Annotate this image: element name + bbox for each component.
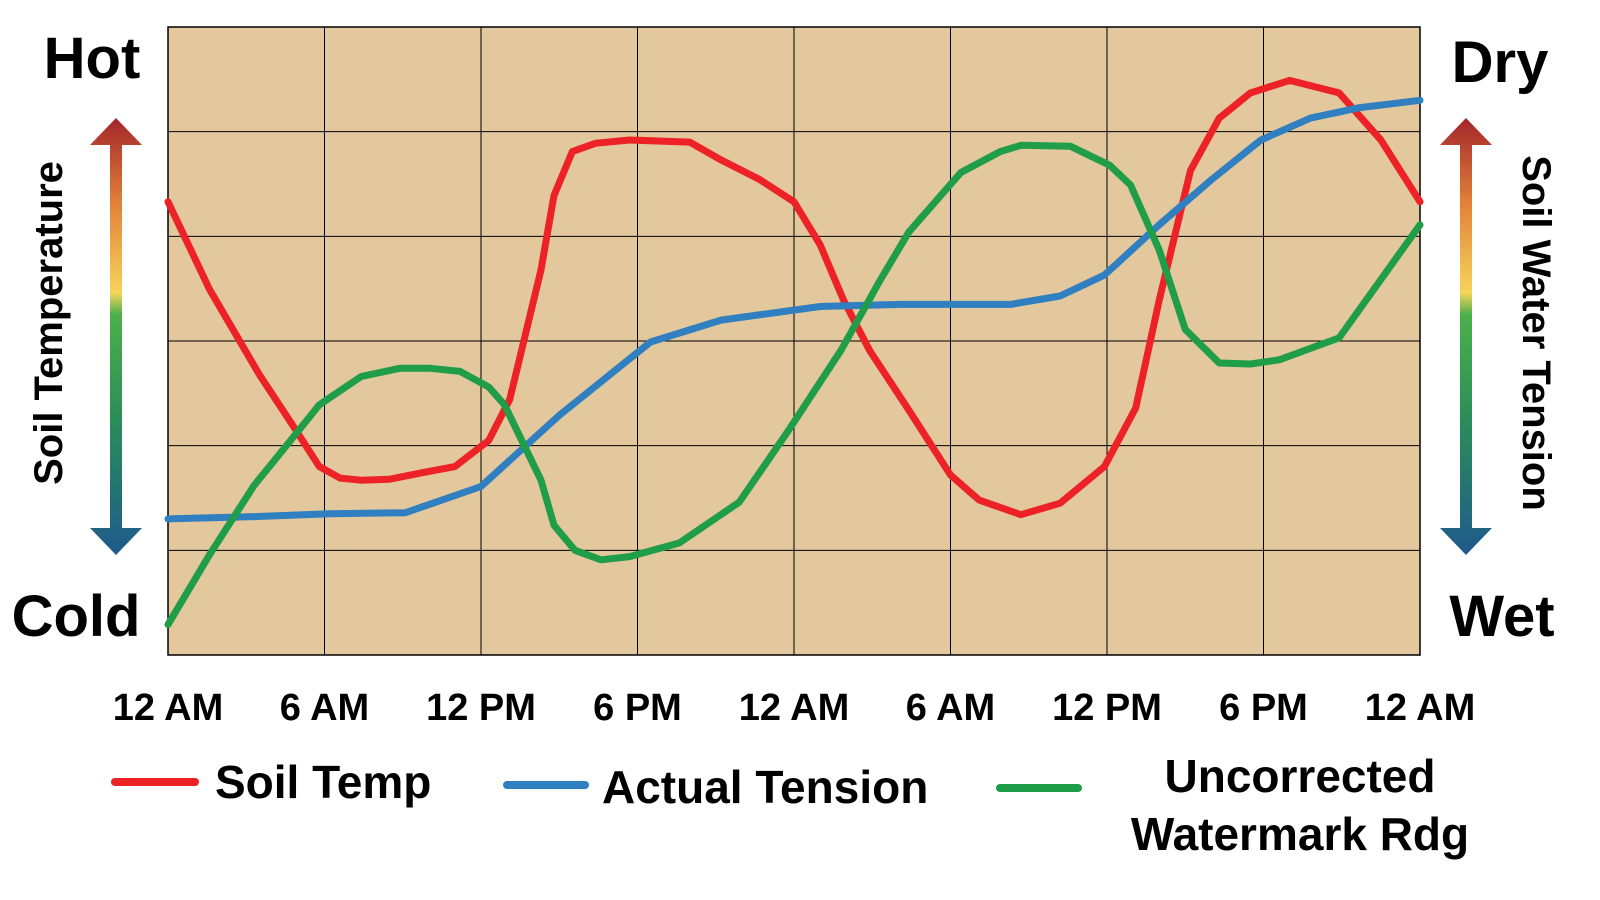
legend-label-soil-temp: Soil Temp: [215, 756, 431, 808]
x-tick-label: 12 AM: [113, 687, 224, 729]
series-line-uncorrected-watermark-rdg: [164, 141, 1424, 629]
series-line-actual-tension: [164, 96, 1424, 523]
right-gradient-arrow-icon: [1440, 118, 1492, 555]
left-axis-label: Soil Temperature: [27, 161, 71, 485]
right-axis-label: Soil Water Tension: [1514, 155, 1558, 511]
x-tick-label: 12 AM: [739, 687, 850, 729]
x-tick-label: 12 PM: [426, 687, 536, 729]
grid: [167, 26, 1421, 656]
legend-label-uncorrected-line1: Uncorrected: [1165, 750, 1436, 802]
legend-item-actual-tension: Actual Tension: [503, 761, 928, 813]
legend-label-actual-tension: Actual Tension: [602, 761, 928, 813]
x-tick-labels: 12 AM 6 AM 12 PM 6 PM 12 AM 6 AM 12 PM 6 PM 12 A…: [113, 687, 1476, 729]
x-tick-label: 6 AM: [906, 687, 995, 729]
left-bottom-label: Cold: [12, 584, 141, 649]
x-tick-label: 6 PM: [1219, 687, 1308, 729]
x-tick-label: 12 PM: [1052, 687, 1162, 729]
series-lines: [164, 76, 1424, 629]
legend-label-uncorrected-line2: Watermark Rdg: [1131, 808, 1469, 860]
left-top-label: Hot: [44, 26, 141, 91]
left-gradient-arrow-icon: [90, 118, 142, 555]
legend: Soil Temp Actual Tension Uncorrected Wat…: [111, 750, 1469, 860]
right-bottom-label: Wet: [1449, 584, 1554, 649]
x-tick-label: 12 AM: [1365, 687, 1476, 729]
right-top-label: Dry: [1452, 30, 1549, 95]
series-line-soil-temp: [164, 76, 1424, 519]
x-tick-label: 6 AM: [280, 687, 369, 729]
legend-item-uncorrected-watermark: Uncorrected Watermark Rdg: [996, 750, 1469, 860]
x-tick-label: 6 PM: [593, 687, 682, 729]
legend-item-soil-temp: Soil Temp: [111, 756, 431, 808]
